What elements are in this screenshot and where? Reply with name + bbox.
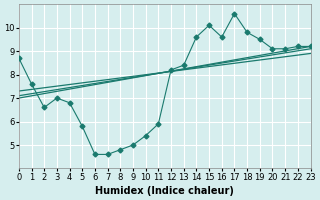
X-axis label: Humidex (Indice chaleur): Humidex (Indice chaleur): [95, 186, 234, 196]
